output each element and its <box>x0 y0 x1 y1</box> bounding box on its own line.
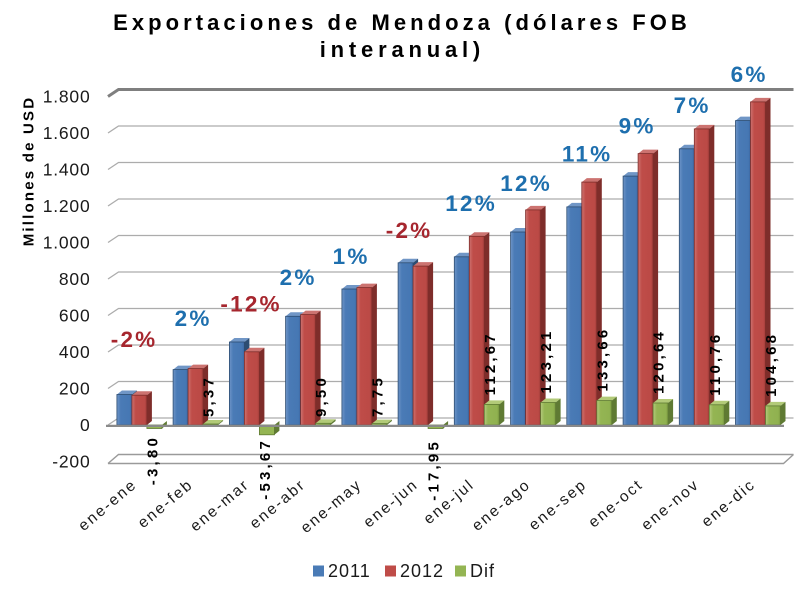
svg-text:1.600: 1.600 <box>43 123 91 143</box>
svg-text:12%: 12% <box>445 191 497 216</box>
svg-text:9,50: 9,50 <box>313 375 330 417</box>
svg-text:104,68: 104,68 <box>763 332 780 397</box>
svg-text:6%: 6% <box>731 62 768 87</box>
svg-text:0: 0 <box>80 415 91 435</box>
svg-text:-200: -200 <box>52 452 90 472</box>
svg-text:9%: 9% <box>619 114 656 139</box>
svg-text:Exportaciones de Mendoza (dóla: Exportaciones de Mendoza (dólares FOB <box>113 10 691 35</box>
svg-text:-12%: -12% <box>220 292 281 317</box>
svg-text:5,37: 5,37 <box>201 375 218 417</box>
svg-text:Millones de USD: Millones de USD <box>21 96 38 247</box>
svg-text:133,66: 133,66 <box>594 327 611 392</box>
svg-text:-3,80: -3,80 <box>144 435 161 485</box>
svg-text:7,75: 7,75 <box>369 375 386 417</box>
svg-text:112,67: 112,67 <box>482 331 499 395</box>
svg-text:2%: 2% <box>175 306 212 331</box>
svg-text:interanual): interanual) <box>320 37 485 62</box>
svg-text:200: 200 <box>59 379 91 399</box>
svg-text:1.400: 1.400 <box>43 160 91 180</box>
svg-text:7%: 7% <box>674 93 711 118</box>
svg-text:-2%: -2% <box>386 218 433 243</box>
svg-text:1.000: 1.000 <box>43 233 91 253</box>
svg-text:400: 400 <box>59 342 91 362</box>
svg-text:110,76: 110,76 <box>707 332 724 396</box>
svg-text:120,64: 120,64 <box>651 329 668 394</box>
svg-text:123,21: 123,21 <box>538 328 555 393</box>
svg-text:1.800: 1.800 <box>43 87 91 107</box>
svg-text:800: 800 <box>59 269 91 289</box>
svg-text:12%: 12% <box>500 171 552 196</box>
svg-text:11%: 11% <box>562 142 612 167</box>
svg-text:-53,67: -53,67 <box>257 438 274 500</box>
svg-text:2%: 2% <box>280 265 317 290</box>
svg-text:2012: 2012 <box>400 561 444 581</box>
svg-text:-2%: -2% <box>111 327 158 352</box>
svg-text:-17,95: -17,95 <box>426 439 443 501</box>
svg-text:Dif: Dif <box>470 561 495 581</box>
svg-text:1.200: 1.200 <box>43 196 91 216</box>
svg-text:2011: 2011 <box>328 561 371 581</box>
svg-text:1%: 1% <box>333 244 370 269</box>
svg-text:600: 600 <box>59 306 91 326</box>
